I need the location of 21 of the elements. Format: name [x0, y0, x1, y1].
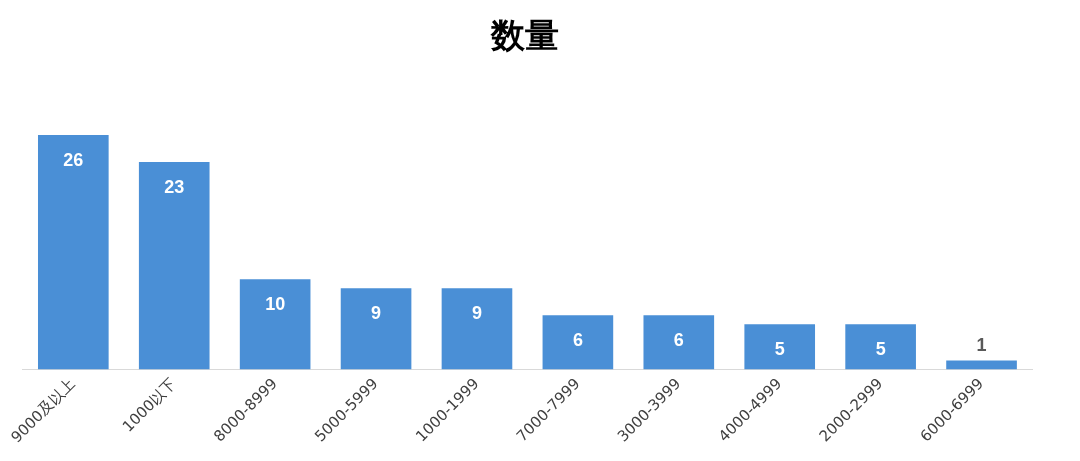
bar [845, 324, 916, 370]
data-label: 6 [673, 330, 684, 351]
bar [340, 288, 412, 370]
data-label: 10 [265, 294, 286, 315]
bar [138, 161, 210, 370]
bar [441, 288, 513, 370]
data-label: 6 [572, 330, 583, 351]
data-label: 1 [976, 335, 987, 356]
bar [239, 279, 311, 370]
data-label: 26 [63, 149, 84, 170]
bar [946, 360, 1017, 370]
bar [744, 324, 816, 370]
data-label: 23 [164, 176, 185, 197]
bar [542, 315, 614, 370]
data-label: 5 [875, 339, 886, 360]
data-label: 9 [371, 303, 382, 324]
bar [643, 315, 715, 370]
data-label: 9 [471, 303, 482, 324]
chart-title: 数量 [490, 15, 559, 56]
bar [37, 134, 109, 370]
data-label: 5 [774, 339, 785, 360]
